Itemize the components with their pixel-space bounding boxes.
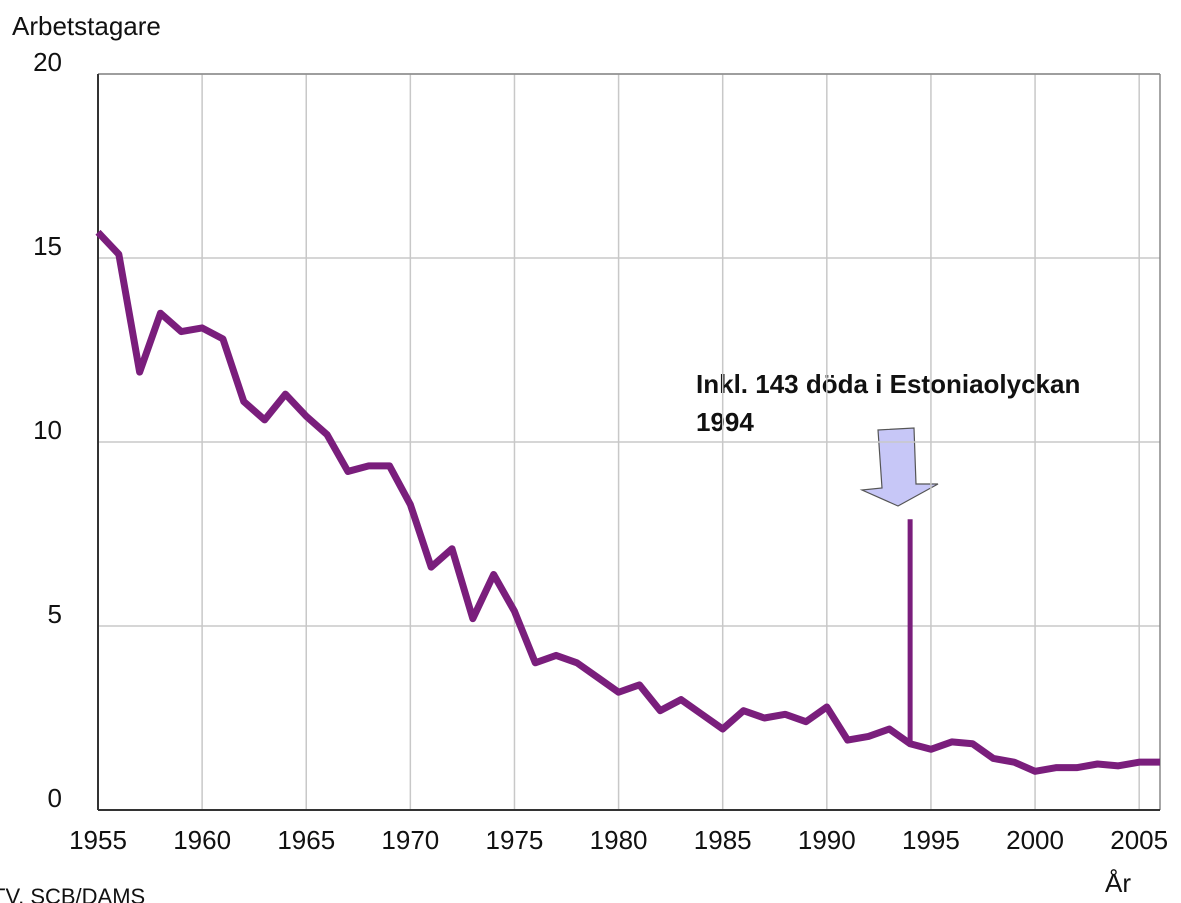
annotation-line: Inkl. 143 döda i Estoniaolyckan	[696, 369, 1080, 399]
y-tick-label: 10	[33, 415, 62, 445]
x-tick-label: 1995	[902, 825, 960, 855]
x-tick-label: 1985	[694, 825, 752, 855]
x-tick-label: 2000	[1006, 825, 1064, 855]
x-tick-label: 1980	[590, 825, 648, 855]
annotation-line: 1994	[696, 407, 754, 437]
x-tick-label: 1965	[277, 825, 335, 855]
x-tick-label: 2005	[1110, 825, 1168, 855]
x-tick-label: 1975	[486, 825, 544, 855]
y-tick-label: 0	[48, 783, 62, 813]
y-tick-label: 5	[48, 599, 62, 629]
y-axis-label: Arbetstagare	[12, 11, 161, 41]
source: TV, SCB/DAMS	[0, 884, 145, 903]
x-axis-label: År	[1105, 868, 1131, 898]
x-tick-label: 1970	[381, 825, 439, 855]
annotation-arrow	[859, 427, 939, 507]
x-tick-label: 1955	[69, 825, 127, 855]
data-line	[95, 229, 1160, 775]
y-tick-label: 20	[33, 47, 62, 77]
y-tick-label: 15	[33, 231, 62, 261]
x-tick-label: 1990	[798, 825, 856, 855]
x-tick-label: 1960	[173, 825, 231, 855]
